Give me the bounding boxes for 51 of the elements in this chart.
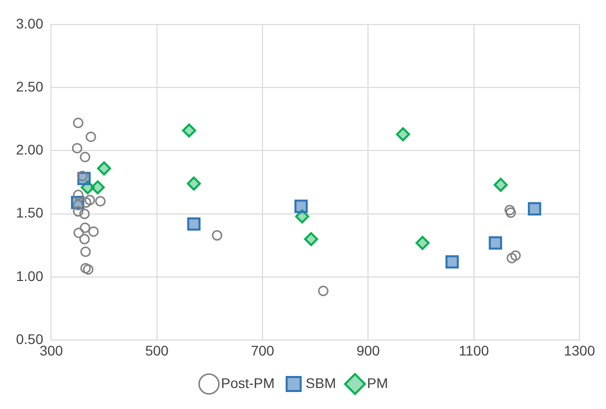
x-tick-label: 500 [145,342,169,358]
point [506,207,516,218]
point [528,202,542,216]
point [72,200,84,210]
point [416,236,430,250]
point [212,230,222,241]
point [73,228,84,238]
point [72,206,84,217]
point [80,197,92,208]
y-tick-label: 1.00 [16,268,44,284]
x-tick-label: 700 [250,342,274,358]
point [494,178,508,192]
legend-label: PM [367,374,388,391]
point [186,176,201,191]
point [488,236,502,250]
point [80,222,90,234]
point [445,255,459,269]
x-tick-label: 900 [356,342,380,358]
point [304,232,318,246]
point [88,226,99,237]
point [72,118,84,128]
point [97,161,112,176]
point [318,286,329,296]
point [79,208,90,220]
point [95,196,106,206]
point [80,246,91,258]
y-tick-label: 2.00 [16,142,44,158]
point [510,250,521,261]
y-tick-label: 3.00 [16,15,44,32]
y-tick-label: 2.50 [16,78,44,94]
point [86,132,96,142]
point [506,252,518,264]
y-tick-label: 1.50 [16,204,44,221]
x-tick-label: 1100 [458,342,490,358]
point [84,194,96,206]
point [90,180,105,194]
legend-label: SBM [306,374,336,391]
point [187,217,201,231]
point [396,127,410,142]
point [77,170,88,182]
legend-label: Post-PM [220,374,275,391]
point [72,190,84,200]
x-tick-label: 1300 [564,342,596,358]
point [80,262,91,274]
point [79,234,90,244]
point [182,124,196,138]
point [82,264,94,275]
point [80,152,90,162]
point [72,142,82,154]
point [294,200,308,213]
point [504,204,515,216]
